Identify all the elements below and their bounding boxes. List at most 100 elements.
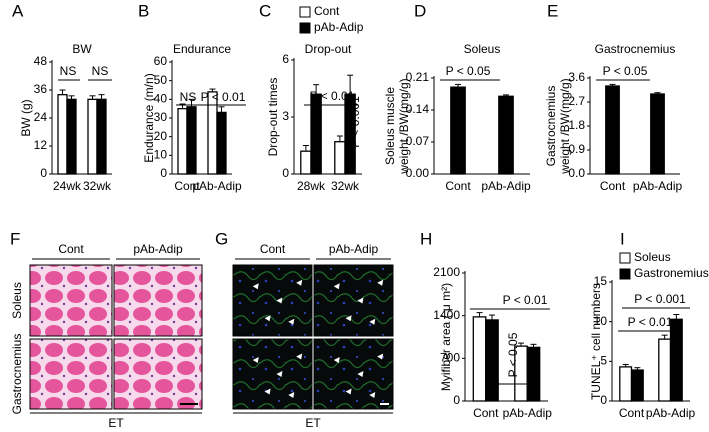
y-tick-label: 40 (154, 92, 168, 106)
x-tick-label: 32wk (331, 179, 360, 193)
bar (334, 141, 346, 175)
x-tick-label: pAb-Adip (481, 179, 531, 193)
micrograph (313, 264, 394, 337)
micrograph (29, 264, 113, 337)
micrograph (113, 338, 203, 410)
x-tick-label: Cont (600, 179, 626, 193)
panel-label: B (138, 1, 149, 20)
legend-swatch (299, 6, 311, 18)
panel-label: G (215, 229, 228, 248)
y-axis-label: weight /BW(mg/g) (558, 78, 572, 174)
y-tick-label: 0.14 (406, 102, 430, 116)
annotation: P < 0.05 (446, 64, 491, 78)
chart-title: Endurance (173, 42, 231, 56)
y-tick-label: 0.0 (568, 166, 585, 180)
bar (485, 319, 499, 402)
y-tick-label: 50 (154, 73, 168, 87)
panel-label: A (12, 1, 24, 20)
column-label: pAb-Adip (133, 242, 183, 256)
arrowhead (252, 283, 259, 290)
y-tick-label: 48 (34, 54, 48, 68)
column-label: pAb-Adip (329, 242, 379, 256)
annotation: NS (180, 90, 197, 104)
arrowhead (377, 279, 384, 286)
arrowhead (296, 353, 303, 360)
micrograph (29, 338, 113, 410)
y-tick-label: 700 (440, 351, 460, 365)
bar (216, 111, 227, 175)
y-tick-label: 1400 (433, 308, 460, 322)
x-tick-label: pAb-Adip (646, 406, 696, 420)
y-tick-label: 36 (34, 82, 48, 96)
chart-title: Soleus (464, 42, 501, 56)
bar (344, 93, 356, 175)
y-tick-label: 24 (34, 110, 48, 124)
y-tick-label: 2.7 (568, 94, 585, 108)
bar (650, 93, 665, 175)
y-axis-label: BW (g) (19, 99, 33, 136)
arrowhead (264, 388, 271, 395)
legend-label: pAb-Adip (314, 20, 364, 34)
x-tick-label: pAb-Adip (633, 179, 683, 193)
bar (87, 98, 98, 175)
annotation: P < 0.001 (348, 96, 362, 148)
y-tick-label: 0.00 (406, 166, 430, 180)
panel-label: E (547, 1, 558, 20)
panel-label: D (414, 1, 426, 20)
y-tick-label: 6 (282, 52, 289, 66)
x-tick-label: 24wk (53, 179, 82, 193)
annotation: P < 0.01 (310, 89, 355, 103)
arrowhead (345, 315, 352, 322)
legend-swatch (619, 252, 631, 264)
y-axis-label: weight /BW(mg/g) (397, 78, 411, 174)
bar (630, 369, 644, 402)
micrograph (113, 264, 203, 337)
arrowhead (333, 283, 340, 290)
y-axis-label: Gastrocnemius (544, 86, 558, 167)
annotation: P < 0.01 (503, 293, 548, 307)
bar (57, 94, 68, 175)
x-tick-label: 32wk (83, 179, 112, 193)
bar (472, 316, 487, 402)
bar (605, 85, 620, 175)
y-axis-label: Endurance (m/n) (142, 73, 156, 162)
footer-label: ET (305, 416, 321, 430)
legend-swatch (299, 22, 311, 34)
panel-label: F (10, 229, 20, 248)
y-axis-label: Soleus muscle (383, 87, 397, 165)
y-tick-label: 60 (154, 54, 168, 68)
column-label: Cont (58, 242, 84, 256)
y-axis-label: Drop-out times (266, 78, 280, 157)
arrowhead (377, 353, 384, 360)
arrowhead (357, 371, 364, 377)
bar (310, 93, 322, 175)
micrograph (232, 264, 313, 337)
annotation: NS (60, 64, 77, 78)
y-tick-label: 0.9 (568, 142, 585, 156)
annotation: NS (92, 64, 109, 78)
chart-title: Gastrocnemius (595, 42, 676, 56)
micrograph (313, 338, 394, 410)
y-tick-label: 5 (600, 354, 607, 368)
bar (66, 98, 77, 175)
y-tick-label: 2100 (433, 265, 460, 279)
arrowhead (276, 371, 283, 377)
chart-title: BW (72, 42, 92, 56)
arrowhead (357, 297, 364, 304)
chart-title: Drop-out (305, 42, 352, 56)
legend-label: Gastronemius (634, 266, 709, 280)
bar (498, 95, 514, 175)
y-tick-label: 0 (453, 393, 460, 407)
x-tick-label: pAb-Adip (503, 406, 553, 420)
legend-label: Soleus (634, 250, 671, 264)
arrowhead (296, 279, 303, 286)
bar (207, 91, 218, 175)
bar (619, 366, 633, 402)
y-tick-label: 10 (594, 314, 608, 328)
arrowhead (288, 392, 295, 398)
arrowhead (369, 392, 376, 398)
arrowhead (345, 388, 352, 395)
y-tick-label: 0.21 (406, 70, 430, 84)
y-tick-label: 15 (594, 274, 608, 288)
